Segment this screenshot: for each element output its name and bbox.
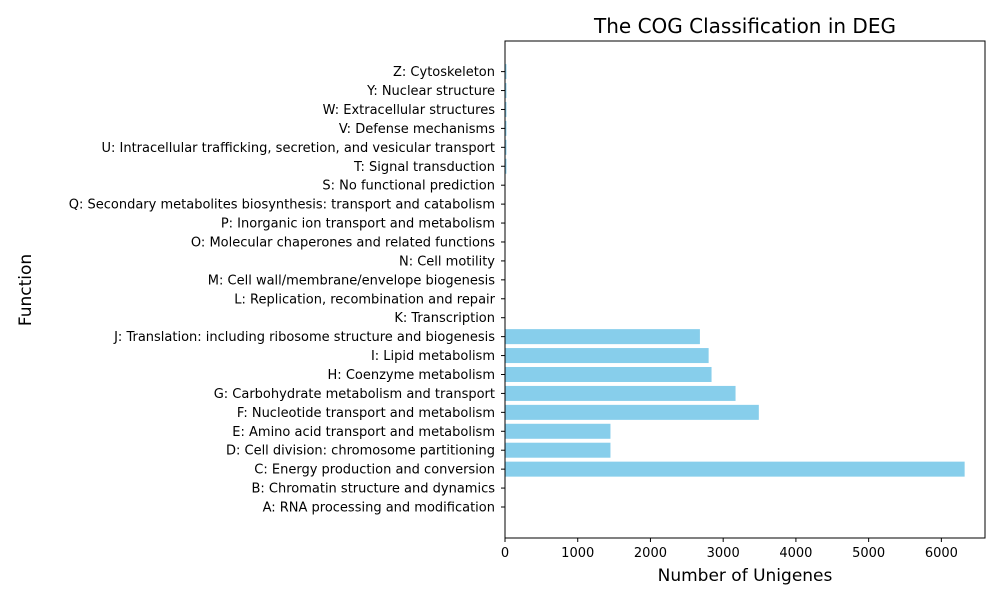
bar-h xyxy=(505,366,712,382)
x-axis-label: Number of Unigenes xyxy=(658,566,833,586)
y-tick-label-h: H: Coenzyme metabolism xyxy=(328,368,495,383)
y-tick-label-y: Y: Nuclear structure xyxy=(366,84,495,99)
y-tick-group: A: RNA processing and modification B: Chr… xyxy=(69,65,505,516)
bar-v xyxy=(505,120,507,136)
bar-e xyxy=(505,423,611,439)
x-tick-label-6000: 6000 xyxy=(925,546,958,561)
y-axis-label: Function xyxy=(16,254,36,326)
x-tick-group: 0 1000 2000 3000 4000 5000 6000 xyxy=(501,538,958,561)
y-tick-label-u: U: Intracellular trafficking, secretion,… xyxy=(101,141,495,156)
y-tick-label-c: C: Energy production and conversion xyxy=(254,463,495,478)
y-tick-label-j: J: Translation: including ribosome struc… xyxy=(113,330,495,345)
y-tick-label-v: V: Defense mechanisms xyxy=(339,122,495,137)
y-tick-label-s: S: No functional prediction xyxy=(322,179,495,194)
bar-c xyxy=(505,461,965,477)
y-tick-label-i: I: Lipid metabolism xyxy=(371,349,495,364)
y-tick-label-z: Z: Cytoskeleton xyxy=(393,65,495,80)
bar-i xyxy=(505,348,709,364)
bar-g xyxy=(505,385,736,401)
y-tick-label-g: G: Carbohydrate metabolism and transport xyxy=(214,387,495,402)
x-tick-label-2000: 2000 xyxy=(634,546,667,561)
bars-group xyxy=(505,64,965,477)
y-tick-label-n: N: Cell motility xyxy=(399,254,495,269)
bar-y xyxy=(505,83,507,99)
x-tick-label-3000: 3000 xyxy=(707,546,740,561)
y-tick-label-t: T: Signal transduction xyxy=(353,160,495,175)
chart-title: The COG Classification in DEG xyxy=(593,14,896,38)
y-tick-label-p: P: Inorganic ion transport and metabolis… xyxy=(221,217,495,232)
y-tick-label-b: B: Chromatin structure and dynamics xyxy=(251,482,495,497)
y-tick-label-m: M: Cell wall/membrane/envelope biogenesi… xyxy=(208,273,495,288)
plot-frame xyxy=(504,40,986,539)
y-tick-label-o: O: Molecular chaperones and related func… xyxy=(191,235,495,250)
x-tick-label-5000: 5000 xyxy=(852,546,885,561)
bar-f xyxy=(505,404,759,420)
y-tick-label-f: F: Nucleotide transport and metabolism xyxy=(237,406,495,421)
y-tick-label-k: K: Transcription xyxy=(394,311,495,326)
bar-w xyxy=(505,101,507,117)
y-tick-label-d: D: Cell division: chromosome partitionin… xyxy=(226,444,495,459)
x-tick-label-1000: 1000 xyxy=(561,546,594,561)
y-tick-label-e: E: Amino acid transport and metabolism xyxy=(232,425,495,440)
bar-j xyxy=(505,329,700,345)
bar-u xyxy=(505,139,507,155)
bar-d xyxy=(505,442,611,458)
bar-z xyxy=(505,64,507,80)
bar-t xyxy=(505,158,507,174)
y-tick-label-l: L: Replication, recombination and repair xyxy=(234,292,495,307)
x-tick-label-4000: 4000 xyxy=(779,546,812,561)
x-tick-label-0: 0 xyxy=(501,546,509,561)
y-tick-label-a: A: RNA processing and modification xyxy=(263,501,495,516)
y-tick-label-w: W: Extracellular structures xyxy=(323,103,496,118)
y-tick-label-q: Q: Secondary metabolites biosynthesis: t… xyxy=(69,198,495,213)
